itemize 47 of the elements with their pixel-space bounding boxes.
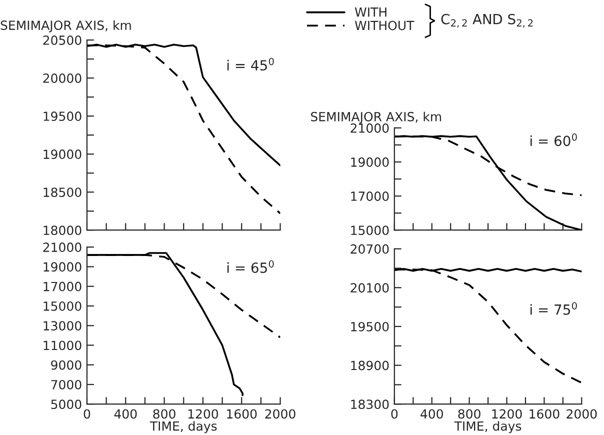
legend-label: WITH [354,8,386,17]
annotation: i = 45$^{0}$ [227,58,274,71]
annotation: i = 60$^{0}$ [530,133,577,146]
y-tick-label: 7000 [51,380,82,390]
x-tick-label: 1200 [492,409,522,419]
y-axis-title: SEMIMAJOR AXIS, km [0,20,131,32]
y-tick-label: 18500 [44,188,82,198]
y-tick-label: 21000 [350,123,389,133]
legend-label: WITHOUT [354,20,414,30]
y-tick-label: 19500 [44,112,82,121]
x-axis-title: TIME, days [150,421,217,434]
y-tick-label: 19000 [351,157,389,167]
y-tick-label: 18900 [351,360,389,370]
x-tick-label: 800 [153,409,176,419]
y-tick-label: 19000 [44,262,82,272]
y-tick-label: 19500 [351,322,389,332]
x-axis-title: TIME, days [454,421,522,434]
y-tick-label: 20700 [350,244,389,254]
x-tick-label: 2000 [265,409,296,419]
y-tick-label: 15000 [351,226,389,236]
x-tick-label: 0 [391,409,398,419]
text: C$_{2,2}$ AND S$_{2,2}$ [441,14,533,28]
y-tick-label: 13000 [44,321,82,331]
x-tick-label: 1600 [227,409,257,419]
y-tick-label: 17000 [44,282,82,292]
x-tick-label: 400 [420,409,443,419]
y-tick-label: 18300 [351,400,389,410]
x-tick-label: 800 [458,409,480,419]
y-tick-label: 15000 [44,301,82,311]
y-tick-label: 5000 [51,400,82,410]
y-tick-label: 20100 [350,283,389,293]
x-tick-label: 2000 [566,409,597,419]
x-tick-label: 1600 [530,409,560,419]
x-tick-label: 0 [84,409,90,419]
y-tick-label: 17000 [351,192,389,201]
annotation: i = 75$^{0}$ [530,302,577,315]
x-tick-label: 1200 [188,409,218,419]
y-tick-label: 9000 [51,360,82,370]
y-tick-label: 20500 [43,35,82,45]
y-axis-title: SEMIMAJOR AXIS, km [310,112,442,124]
x-tick-label: 400 [114,409,137,419]
y-tick-label: 21000 [43,242,82,252]
y-tick-label: 18000 [44,226,82,236]
y-tick-label: 19000 [44,150,82,160]
y-tick-label: 20000 [43,74,82,83]
y-tick-label: 11000 [44,340,82,350]
annotation: i = 65$^{0}$ [227,260,274,273]
